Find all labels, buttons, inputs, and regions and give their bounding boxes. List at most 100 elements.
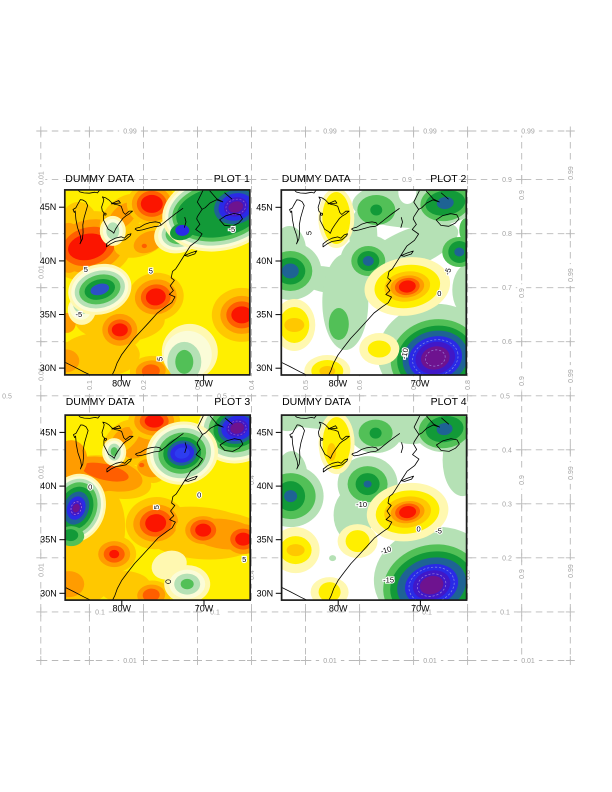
svg-text:0.8: 0.8	[465, 380, 472, 390]
svg-text:-5: -5	[435, 527, 442, 536]
svg-text:0.9: 0.9	[519, 475, 526, 485]
svg-text:-5: -5	[443, 267, 453, 276]
svg-text:-10: -10	[399, 347, 410, 359]
svg-text:80W: 80W	[329, 379, 348, 389]
svg-text:0: 0	[197, 491, 201, 500]
svg-text:0.3: 0.3	[195, 380, 202, 390]
svg-text:0: 0	[417, 525, 421, 534]
svg-text:0.9: 0.9	[519, 190, 526, 200]
svg-text:0.2: 0.2	[502, 555, 512, 562]
svg-text:0.9: 0.9	[519, 569, 526, 579]
svg-text:-10: -10	[380, 544, 393, 555]
svg-text:0.1: 0.1	[95, 609, 105, 616]
svg-text:0.01: 0.01	[423, 658, 437, 665]
svg-text:0.5: 0.5	[500, 393, 510, 400]
svg-text:5: 5	[152, 505, 161, 509]
svg-text:0.99: 0.99	[123, 129, 137, 136]
svg-text:5: 5	[149, 266, 153, 275]
svg-text:45N: 45N	[256, 202, 273, 212]
svg-text:45N: 45N	[40, 202, 57, 212]
svg-text:70W: 70W	[195, 604, 214, 614]
svg-text:0.4: 0.4	[249, 475, 256, 485]
svg-text:40N: 40N	[40, 481, 57, 491]
svg-text:0.9: 0.9	[502, 177, 512, 184]
svg-text:0.01: 0.01	[38, 563, 45, 577]
svg-text:5: 5	[84, 265, 88, 274]
svg-text:0.99: 0.99	[568, 369, 575, 383]
svg-text:0: 0	[417, 525, 421, 534]
svg-text:45N: 45N	[257, 427, 274, 437]
svg-text:5: 5	[242, 555, 246, 564]
svg-text:80W: 80W	[113, 604, 132, 614]
svg-text:45N: 45N	[40, 427, 57, 437]
svg-text:5: 5	[84, 265, 88, 274]
svg-text:0.01: 0.01	[38, 367, 45, 381]
svg-text:70W: 70W	[411, 379, 430, 389]
svg-text:-5: -5	[443, 267, 453, 276]
svg-text:-10: -10	[356, 500, 367, 509]
svg-text:DUMMY DATA: DUMMY DATA	[282, 173, 351, 185]
svg-text:DUMMY DATA: DUMMY DATA	[65, 173, 134, 185]
svg-text:30N: 30N	[256, 363, 273, 373]
svg-text:70W: 70W	[411, 604, 430, 614]
svg-text:-10: -10	[399, 347, 410, 359]
svg-text:0.99: 0.99	[568, 564, 575, 578]
svg-text:0.2: 0.2	[141, 380, 148, 390]
svg-text:0.8: 0.8	[502, 231, 512, 238]
svg-text:0.6: 0.6	[357, 380, 364, 390]
svg-text:PLOT 3: PLOT 3	[214, 396, 250, 408]
svg-text:0: 0	[437, 289, 441, 298]
svg-text:30N: 30N	[257, 588, 274, 598]
svg-text:0.01: 0.01	[323, 658, 337, 665]
svg-text:-5: -5	[75, 310, 82, 319]
svg-text:-5: -5	[435, 527, 442, 536]
svg-text:0.99: 0.99	[521, 129, 535, 136]
svg-text:5: 5	[152, 505, 161, 509]
svg-text:0.4: 0.4	[249, 380, 256, 390]
svg-text:70W: 70W	[194, 378, 213, 388]
svg-text:35N: 35N	[256, 310, 273, 320]
svg-text:0.01: 0.01	[521, 658, 535, 665]
svg-text:5: 5	[155, 357, 164, 361]
svg-text:PLOT 1: PLOT 1	[214, 173, 250, 185]
svg-text:5: 5	[242, 555, 246, 564]
svg-text:PLOT 2: PLOT 2	[430, 173, 466, 185]
svg-text:0.5: 0.5	[303, 380, 310, 390]
svg-text:-10: -10	[380, 544, 393, 555]
svg-text:30N: 30N	[40, 363, 57, 373]
svg-text:DUMMY DATA: DUMMY DATA	[66, 396, 135, 408]
svg-text:0.99: 0.99	[568, 268, 575, 282]
svg-text:DUMMY DATA: DUMMY DATA	[282, 396, 351, 408]
svg-text:0.01: 0.01	[38, 171, 45, 185]
svg-text:0.5: 0.5	[2, 393, 12, 400]
svg-text:0.9: 0.9	[519, 376, 526, 386]
svg-text:PLOT 4: PLOT 4	[431, 396, 467, 408]
svg-text:40N: 40N	[40, 256, 57, 266]
svg-text:35N: 35N	[40, 310, 57, 320]
svg-text:0.4: 0.4	[502, 447, 512, 454]
svg-text:-10: -10	[356, 500, 367, 509]
svg-text:0.8: 0.8	[465, 570, 472, 580]
svg-text:0.7: 0.7	[502, 285, 512, 292]
svg-text:0.99: 0.99	[323, 129, 337, 136]
svg-text:40N: 40N	[256, 256, 273, 266]
svg-text:40N: 40N	[257, 481, 274, 491]
svg-text:0: 0	[88, 483, 92, 492]
svg-text:5: 5	[149, 266, 153, 275]
svg-text:0.9: 0.9	[519, 288, 526, 298]
svg-text:30N: 30N	[40, 588, 57, 598]
svg-text:0.6: 0.6	[502, 339, 512, 346]
svg-text:0.01: 0.01	[38, 465, 45, 479]
svg-text:0.99: 0.99	[423, 129, 437, 136]
svg-text:0: 0	[88, 483, 92, 492]
svg-text:0.7: 0.7	[411, 380, 418, 390]
svg-text:0.1: 0.1	[87, 380, 94, 390]
svg-text:0.1: 0.1	[500, 609, 510, 616]
svg-text:5: 5	[155, 357, 164, 361]
svg-text:-15: -15	[383, 576, 394, 585]
svg-text:0.01: 0.01	[123, 658, 137, 665]
svg-text:-5: -5	[228, 225, 235, 234]
svg-text:0.1: 0.1	[422, 609, 432, 616]
svg-text:0.1: 0.1	[210, 609, 220, 616]
svg-text:0.4: 0.4	[249, 570, 256, 580]
